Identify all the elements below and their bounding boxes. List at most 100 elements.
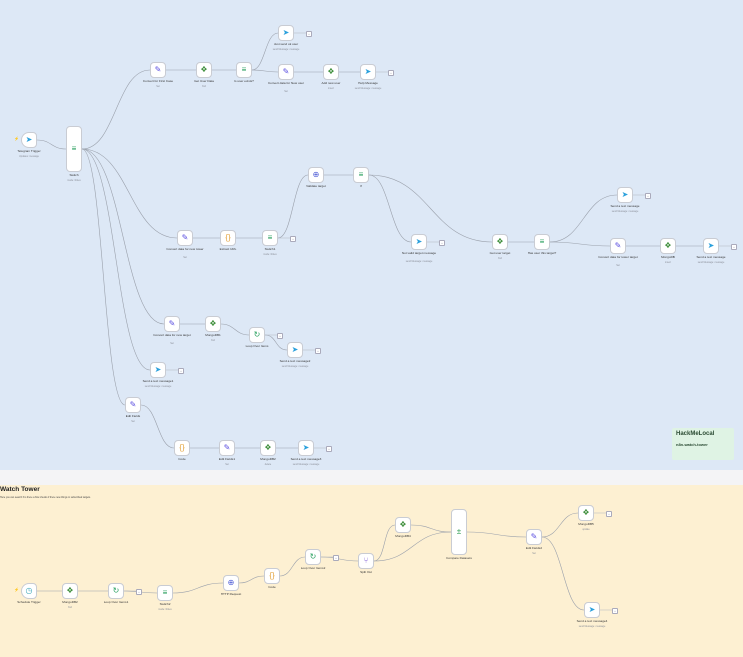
connection-is-user-exists-to-just-send-ok-user [251, 32, 279, 71]
node-convert-new-target[interactable]: ✎ [164, 316, 180, 332]
node-loop-over-items1[interactable]: ↻ [108, 583, 124, 599]
node-switch[interactable]: ≡ [66, 126, 82, 172]
node-just-send-ok-user[interactable]: ➤ [278, 25, 294, 41]
node-loop-over-items2[interactable]: ↻ [305, 549, 321, 565]
connection-switch-to-edit-fields [81, 148, 126, 406]
node-http-request[interactable]: ⊕ [223, 575, 239, 591]
node-add-new-user[interactable]: ❖ [323, 64, 339, 80]
loop-icon: ↻ [309, 552, 317, 561]
node-mongodb-w[interactable]: ❖ [62, 583, 78, 599]
node-label: Convert data for new tower [166, 247, 204, 251]
node-send-text-message[interactable]: ➤ [617, 187, 633, 203]
node-label: Send a text message [610, 204, 640, 208]
add-node-button[interactable]: + [290, 236, 296, 242]
node-send-text-message-1[interactable]: ➤ [703, 238, 719, 254]
switch-icon: ≡ [71, 144, 77, 153]
mongo-icon: ❖ [66, 586, 74, 595]
node-get-user-data[interactable]: ❖ [196, 62, 212, 78]
node-label: Loop Over Items2 [300, 566, 326, 570]
node-compare-datasets[interactable]: ± [451, 509, 467, 555]
node-send-text-message1[interactable]: ➤ [150, 362, 166, 378]
node-subtitle: send Message: message [144, 384, 172, 388]
node-switch1[interactable]: ≡ [262, 230, 278, 246]
node-subtitle: find [68, 605, 72, 609]
node-get-user-target[interactable]: ❖ [492, 234, 508, 250]
node-convert-tower-target[interactable]: ✎ [610, 238, 626, 254]
node-label: Edit Fields2 [525, 546, 543, 550]
node-if[interactable]: ≡ [353, 167, 369, 183]
add-node-button[interactable]: + [326, 446, 332, 452]
node-label: Not valid target message [401, 251, 437, 255]
node-subtitle: find [211, 338, 215, 342]
node-schedule-trigger[interactable]: ◷ [21, 583, 37, 599]
node-label: Compare Datasets [446, 556, 472, 560]
add-node-button[interactable]: + [178, 368, 184, 374]
loop-icon: ↻ [253, 330, 261, 339]
connection-if-to-get-user-target [368, 174, 493, 243]
node-code[interactable]: {} [174, 440, 190, 456]
add-node-button[interactable]: + [333, 555, 339, 561]
node-label: Send a text message1 [142, 379, 174, 383]
edit-icon: ✎ [168, 319, 176, 328]
node-mongodb[interactable]: ❖ [660, 238, 676, 254]
mongo-icon: ❖ [582, 508, 590, 517]
mongo-icon: ❖ [399, 520, 407, 529]
node-edit-fields1[interactable]: ✎ [219, 440, 235, 456]
node-send-text-message2[interactable]: ➤ [287, 342, 303, 358]
node-convert-first-case[interactable]: ✎ [150, 62, 166, 78]
node-is-user-exists[interactable]: ≡ [236, 62, 252, 78]
add-node-button[interactable]: + [315, 348, 321, 354]
node-send-text-message3[interactable]: ➤ [298, 440, 314, 456]
watch-tower-title: Watch Tower [0, 486, 40, 493]
node-mongodb1[interactable]: ❖ [205, 316, 221, 332]
watch-tower-description: Here you can search if is there a flow c… [0, 496, 91, 499]
node-not-valid-target[interactable]: ➤ [411, 234, 427, 250]
node-label: Switch1 [264, 247, 276, 251]
node-mongodb4[interactable]: ❖ [395, 517, 411, 533]
add-node-button[interactable]: + [277, 333, 283, 339]
node-switch2[interactable]: ≡ [157, 585, 173, 601]
node-subtitle: update [582, 527, 590, 531]
node-code-w[interactable]: {} [264, 568, 280, 584]
add-node-button[interactable]: + [439, 240, 445, 246]
add-node-button[interactable]: + [136, 589, 142, 595]
connection-compare-datasets-to-edit-fields2 [466, 531, 527, 538]
node-telegram-trigger[interactable]: ➤ [21, 132, 37, 148]
node-edit-fields[interactable]: ✎ [125, 397, 141, 413]
add-node-button[interactable]: + [306, 31, 312, 37]
add-node-button[interactable]: + [731, 244, 737, 250]
sticky-note-hackmelocal[interactable] [672, 428, 734, 460]
node-label: MongoDB2 [62, 600, 78, 604]
node-mongodb5[interactable]: ❖ [578, 505, 594, 521]
sticky-note-watch-tower[interactable] [0, 485, 743, 657]
node-split-out[interactable]: ⑂ [358, 553, 374, 569]
telegram-icon: ➤ [25, 135, 33, 144]
node-send-text-message4[interactable]: ➤ [584, 602, 600, 618]
node-convert-data-new-user[interactable]: ✎ [278, 64, 294, 80]
node-convert-new-tower[interactable]: ✎ [177, 230, 193, 246]
node-has-user-target[interactable]: ≡ [534, 234, 550, 250]
node-subtitle: Set [170, 342, 174, 345]
mongo-icon: ❖ [496, 237, 504, 246]
node-extract-url[interactable]: {} [220, 230, 236, 246]
node-label: MongoDB2 [260, 457, 276, 461]
add-node-button[interactable]: + [612, 608, 618, 614]
node-label: Help Message [358, 81, 378, 85]
switch-icon: ≡ [539, 237, 545, 246]
node-subtitle: mode: Rules [67, 178, 81, 182]
node-subtitle: send Message: message [611, 209, 639, 213]
node-mongodb2[interactable]: ❖ [260, 440, 276, 456]
node-label: Edit Fields1 [218, 457, 236, 461]
node-help-message[interactable]: ➤ [360, 64, 376, 80]
add-node-button[interactable]: + [606, 511, 612, 517]
node-validate-target[interactable]: ⊕ [308, 167, 324, 183]
add-node-button[interactable]: + [388, 70, 394, 76]
node-edit-fields2[interactable]: ✎ [526, 529, 542, 545]
connection-has-user-target-to-convert-tower-target [549, 241, 611, 247]
mongo-icon: ❖ [200, 65, 208, 74]
add-node-button[interactable]: + [645, 193, 651, 199]
connection-is-user-exists-to-convert-data-new-user [251, 69, 279, 73]
node-label: HTTP Request [220, 592, 242, 596]
node-loop-over-items[interactable]: ↻ [249, 327, 265, 343]
